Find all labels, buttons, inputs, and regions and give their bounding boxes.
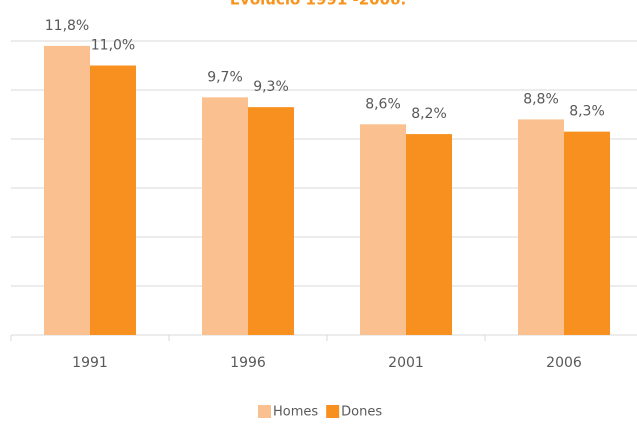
- data-label: 8,8%: [523, 91, 559, 107]
- data-label: 9,7%: [207, 69, 243, 85]
- bar: [406, 134, 452, 335]
- x-tick-label: 1991: [72, 355, 108, 371]
- bar: [518, 119, 564, 336]
- data-label: 11,0%: [91, 38, 135, 54]
- bar: [248, 107, 294, 336]
- data-label: 8,3%: [569, 104, 605, 120]
- chart-title: Evolució 1991 -2006.: [230, 0, 406, 9]
- data-label: 8,6%: [365, 96, 401, 112]
- data-label: 9,3%: [253, 79, 289, 95]
- legend-swatch: [326, 405, 340, 418]
- x-tick-label: 1996: [230, 355, 266, 371]
- x-tick-label: 2001: [388, 355, 424, 371]
- data-label: 8,2%: [411, 106, 447, 122]
- legend-label: Dones: [341, 405, 382, 420]
- legend-swatch: [258, 405, 271, 418]
- data-label: 11,8%: [45, 18, 89, 34]
- x-tick-label: 2006: [546, 355, 582, 371]
- bar: [360, 124, 406, 335]
- legend-label: Homes: [273, 405, 318, 420]
- bar: [202, 97, 248, 335]
- bar: [44, 45, 90, 336]
- bar: [90, 65, 136, 335]
- bar: [564, 131, 610, 335]
